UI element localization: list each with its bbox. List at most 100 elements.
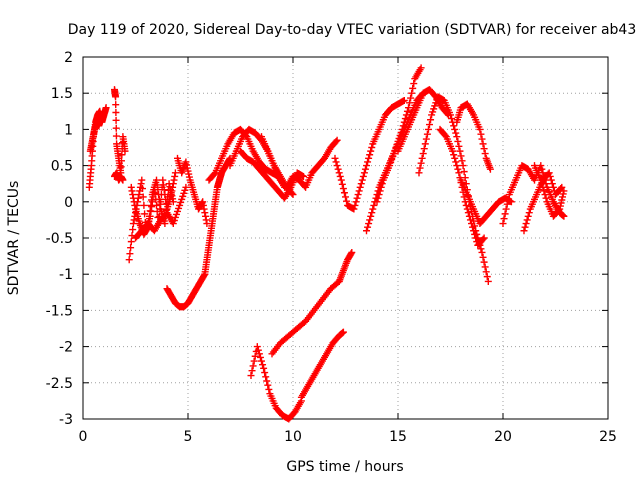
data-point — [451, 125, 459, 133]
data-point — [453, 133, 461, 141]
data-point — [463, 205, 471, 213]
data-point — [407, 94, 415, 102]
x-axis-title: GPS time / hours — [286, 459, 403, 475]
data-point — [119, 176, 127, 184]
data-point — [400, 96, 408, 104]
data-point — [537, 162, 545, 170]
data-point — [403, 107, 411, 115]
data-point — [331, 154, 339, 162]
data-point — [251, 352, 259, 360]
data-point — [118, 157, 125, 165]
data-point — [538, 180, 546, 188]
x-tick-label: 10 — [284, 429, 302, 445]
data-point — [366, 151, 374, 159]
data-point — [101, 107, 109, 115]
data-point — [545, 169, 553, 177]
data-point — [118, 151, 126, 159]
data-point — [454, 137, 462, 145]
y-tick-label: -2.5 — [46, 376, 73, 392]
data-point — [129, 194, 137, 202]
data-point — [333, 162, 341, 170]
data-point — [300, 172, 307, 180]
data-point — [524, 212, 532, 220]
data-point — [401, 115, 409, 123]
data-point — [538, 165, 546, 173]
data-point — [484, 277, 492, 285]
data-point — [546, 172, 554, 180]
data-point — [499, 220, 507, 228]
data-point — [477, 245, 485, 253]
data-point — [112, 116, 120, 124]
data-point — [367, 147, 375, 155]
data-point — [138, 176, 146, 184]
data-point — [369, 205, 377, 213]
data-point — [139, 185, 146, 193]
data-point — [415, 169, 423, 177]
data-point — [374, 194, 382, 202]
data-point — [125, 256, 133, 264]
data-point — [420, 145, 428, 153]
series-arc-early-c — [111, 86, 129, 177]
data-point — [365, 220, 373, 228]
data-point — [450, 122, 458, 130]
data-point — [127, 238, 135, 246]
data-point — [368, 144, 376, 151]
x-tick-label: 5 — [184, 429, 193, 445]
data-point — [424, 125, 432, 133]
data-point — [163, 200, 171, 208]
data-point — [426, 121, 433, 129]
y-tick-label: -3 — [59, 412, 73, 428]
y-tick-label: 1.5 — [51, 86, 73, 102]
data-point — [358, 176, 366, 184]
y-tick-label: -0.5 — [46, 231, 73, 247]
data-point — [182, 183, 190, 191]
data-point — [486, 165, 494, 173]
data-point — [448, 115, 456, 123]
data-point — [247, 372, 255, 380]
x-tick-label: 15 — [389, 429, 407, 445]
data-point — [481, 263, 489, 271]
data-point — [455, 169, 463, 177]
y-tick-label: 2 — [64, 50, 73, 66]
data-point — [373, 198, 381, 206]
data-point — [476, 125, 484, 133]
data-point — [260, 364, 268, 372]
data-point — [441, 131, 449, 139]
data-point — [377, 183, 385, 191]
data-point — [248, 367, 256, 375]
data-point — [376, 187, 384, 195]
data-point — [449, 147, 457, 155]
data-point — [363, 227, 370, 235]
data-point — [364, 158, 372, 166]
data-point — [333, 136, 341, 144]
data-point — [450, 151, 458, 159]
series-arc-afternoon-1 — [331, 96, 408, 213]
y-axis-title: SDTVAR / TECUs — [6, 181, 22, 296]
data-point — [421, 140, 429, 148]
grid — [83, 57, 608, 419]
data-point — [479, 140, 487, 148]
data-point — [501, 210, 509, 218]
data-point — [164, 193, 172, 201]
series-arc-deep-2 — [268, 277, 343, 358]
data-point — [265, 385, 273, 393]
data-point — [112, 109, 120, 117]
data-point — [141, 210, 149, 218]
y-tick-label: -1.5 — [46, 303, 73, 319]
series-arc-afternoon-2 — [363, 89, 427, 235]
data-point — [357, 180, 365, 188]
series-arc-evening-4 — [531, 162, 568, 220]
data-point — [521, 223, 529, 231]
data-point — [548, 180, 556, 188]
data-point — [453, 162, 461, 170]
data-point — [352, 198, 360, 206]
data-point — [503, 200, 511, 208]
data-point — [129, 220, 137, 228]
data-point — [451, 154, 459, 162]
data-point — [447, 111, 454, 119]
data-point — [350, 205, 358, 213]
series-arc-early-b — [86, 107, 109, 155]
data-point — [460, 168, 468, 176]
data-point — [525, 209, 533, 217]
data-point — [423, 130, 431, 138]
